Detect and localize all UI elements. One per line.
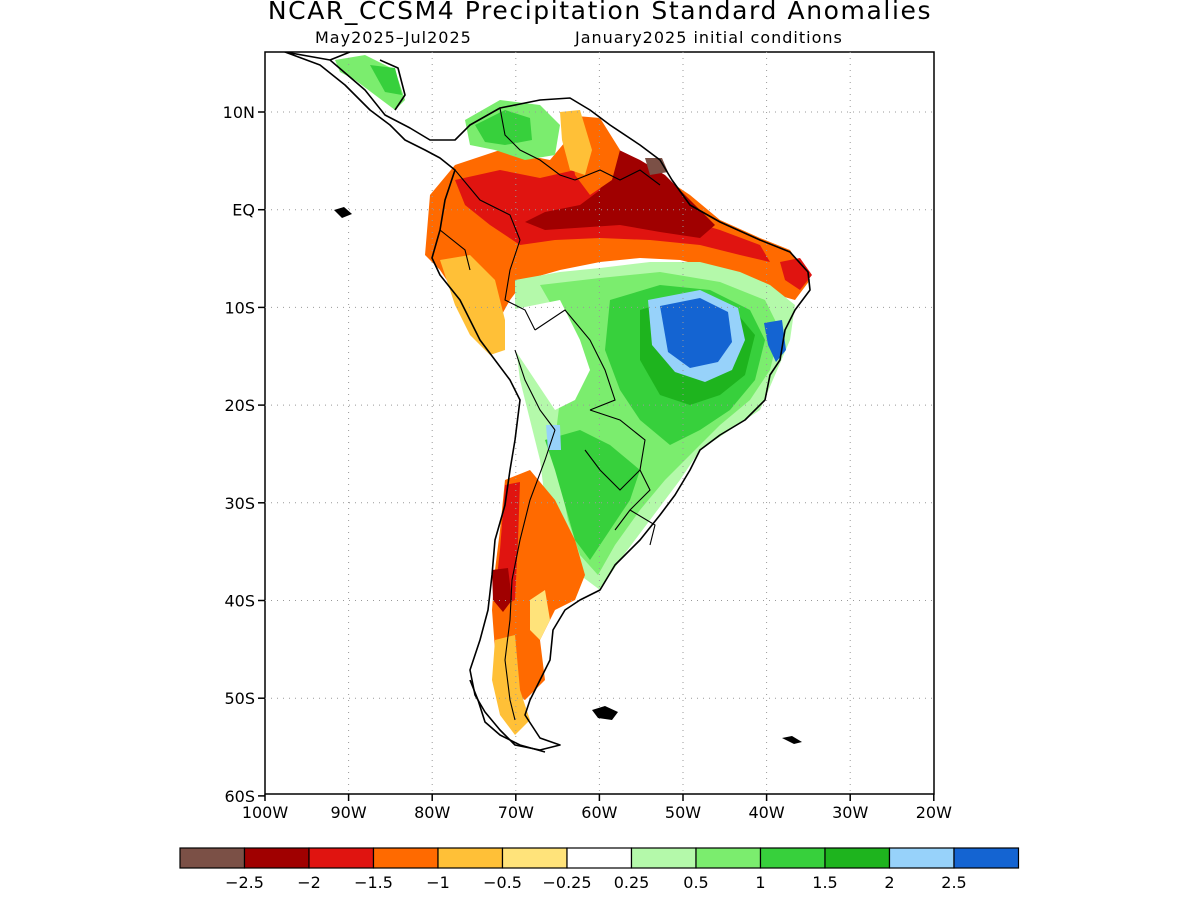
southern-chile-fjords [469, 679, 546, 753]
lon-tick-label: 100W [242, 803, 289, 822]
lon-tick-label: 20W [916, 803, 952, 822]
near-normal-andes [510, 300, 590, 410]
coastline [284, 52, 811, 753]
falkland-islands [592, 706, 618, 720]
border-ecuador-peru [439, 229, 471, 271]
border-bolivia-chile [514, 349, 556, 431]
latitude-axis: 10N EQ 10S 20S 30S 40S 50S 60S [223, 103, 265, 806]
light-dry-north [560, 110, 592, 175]
lighter-dry-patagonia [530, 590, 550, 640]
colorbar-swatch [179, 847, 246, 869]
lat-tick-label: 50S [224, 689, 255, 708]
colorbar-label: −2 [297, 873, 321, 892]
country-borders [439, 107, 661, 721]
wet-core-east [764, 320, 786, 362]
colorbar-label: 1.5 [812, 873, 837, 892]
south-georgia [782, 736, 802, 744]
border-colombia-venezuela [499, 107, 576, 181]
strong-wet-south [545, 430, 640, 560]
lon-tick-label: 40W [749, 803, 785, 822]
colorbar-label: −1 [426, 873, 450, 892]
colorbar-swatch [695, 847, 762, 869]
forecast-period: May2025–Jul2025 [315, 28, 472, 47]
lat-tick-label: 10S [224, 298, 255, 317]
colorbar-swatch [759, 847, 826, 869]
highest-wet-core [660, 298, 732, 368]
initial-conditions-label: January2025 initial conditions [575, 28, 843, 47]
colorbar-swatch [308, 847, 375, 869]
colorbar-swatch [888, 847, 955, 869]
border-guianas [574, 169, 661, 186]
colorbar-label: 0.25 [614, 873, 650, 892]
wet-core-south-blue [546, 425, 561, 450]
colorbar-label: −0.25 [542, 873, 591, 892]
colorbar-label: −2.5 [225, 873, 264, 892]
dry-anomaly-northeast [780, 258, 812, 290]
lon-tick-label: 80W [414, 803, 450, 822]
colorbar-swatch [501, 847, 568, 869]
light-dry-patagonia [492, 635, 530, 735]
colorbar-label: −1.5 [354, 873, 393, 892]
colorbar-swatch [824, 847, 891, 869]
lat-tick-label: 30S [224, 494, 255, 513]
galapagos [334, 207, 352, 218]
chart-title: NCAR_CCSM4 Precipitation Standard Anomal… [267, 0, 933, 25]
border-uruguay [629, 509, 656, 546]
lat-tick-label: 60S [224, 787, 255, 806]
colorbar-label: −0.5 [483, 873, 522, 892]
lon-tick-label: 70W [498, 803, 534, 822]
anomaly-field [335, 55, 812, 735]
wet-core-central-america [370, 65, 402, 95]
colorbar-swatch [953, 847, 1020, 869]
border-colombia-peru [454, 169, 521, 241]
south-america-outline [284, 52, 811, 751]
border-argentina-chile [504, 429, 556, 721]
gridlines [265, 52, 934, 794]
dry-anomaly-pacific-coast [440, 255, 505, 355]
border-bolivia-brazil [534, 309, 616, 411]
colorbar-swatch [243, 847, 310, 869]
colorbar-swatch [630, 847, 697, 869]
colorbar-swatch [566, 847, 633, 869]
colorbar-label: 1 [755, 873, 765, 892]
islands [334, 207, 802, 744]
colorbar: −2.5 −2 −1.5 −1 −0.5 −0.25 0.25 0.5 1 1.5 2 2.5 [179, 847, 1020, 892]
lon-tick-label: 50W [665, 803, 701, 822]
colorbar-swatch [372, 847, 439, 869]
lon-tick-label: 30W [832, 803, 868, 822]
colorbar-swatch [437, 847, 504, 869]
colorbar-label: 2.5 [941, 873, 966, 892]
central-america-outline [329, 52, 406, 111]
lon-tick-label: 60W [581, 803, 617, 822]
border-argentina-brazil [614, 469, 651, 531]
colorbar-label: 0.5 [683, 873, 708, 892]
lat-tick-label: 40S [224, 592, 255, 611]
longitude-axis: 100W 90W 80W 70W 60W 50W 40W 30W 20W [242, 794, 952, 822]
border-peru-brazil [504, 239, 536, 331]
extreme-dry-chile [492, 568, 512, 612]
lat-tick-label: 20S [224, 396, 255, 415]
lon-tick-label: 90W [331, 803, 367, 822]
lat-tick-label: EQ [232, 201, 255, 220]
colorbar-label: 2 [884, 873, 894, 892]
extreme-dry-north [525, 148, 715, 238]
lat-tick-label: 10N [223, 103, 255, 122]
